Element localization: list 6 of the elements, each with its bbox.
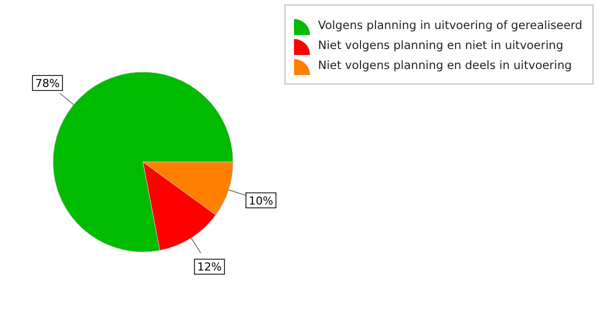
legend-label: Niet volgens planning en deels in uitvoering bbox=[318, 58, 572, 72]
data-label: 12% bbox=[197, 260, 222, 274]
legend-label: Niet volgens planning en niet in uitvoering bbox=[318, 38, 564, 52]
data-label: 10% bbox=[248, 194, 274, 208]
data-label: 78% bbox=[35, 76, 60, 90]
legend-label: Volgens planning in uitvoering of gerealiseerd bbox=[318, 18, 582, 32]
